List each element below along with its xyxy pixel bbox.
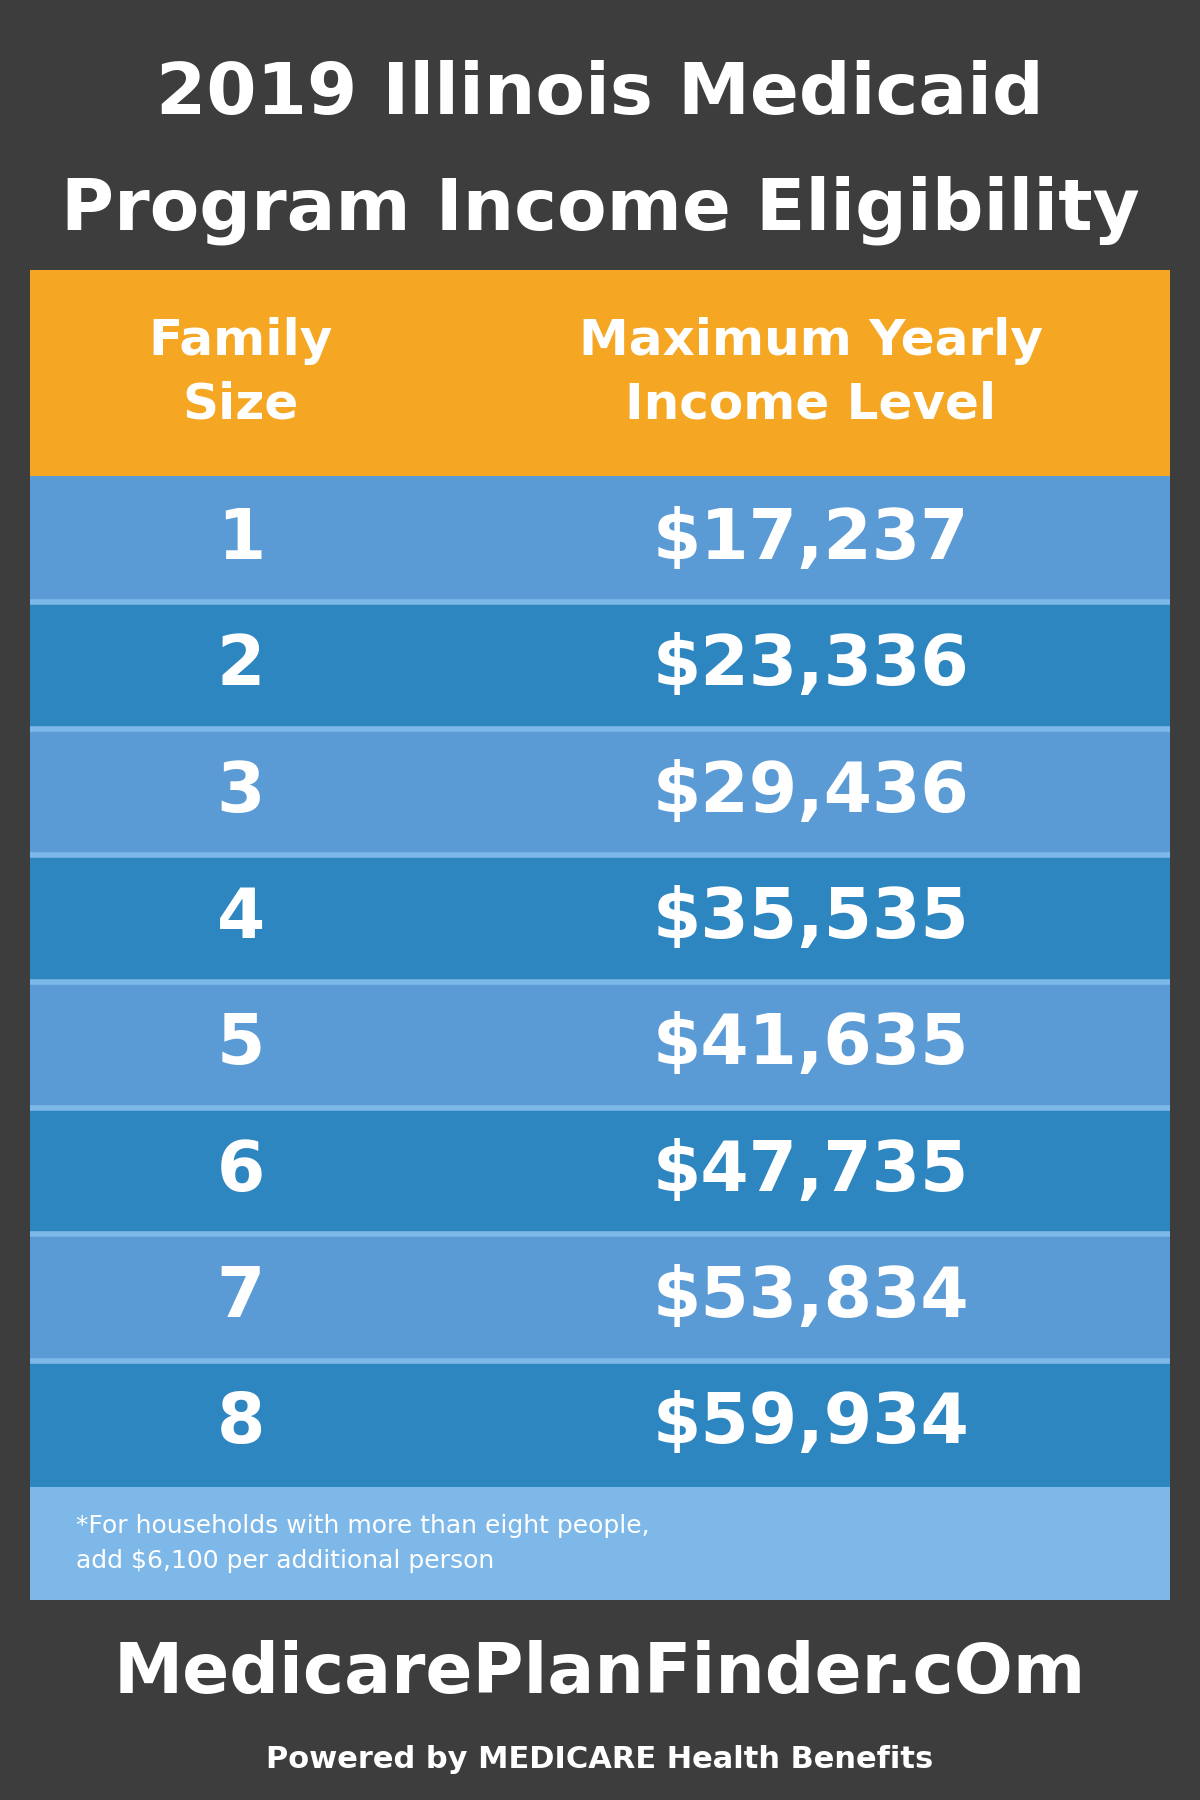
Text: $59,934: $59,934 [653, 1390, 970, 1458]
Text: 8: 8 [217, 1390, 265, 1458]
Text: $35,535: $35,535 [653, 886, 970, 952]
Text: $23,336: $23,336 [653, 632, 970, 698]
Text: *For households with more than eight people,
add $6,100 per additional person: *For households with more than eight peo… [76, 1514, 649, 1573]
Text: $29,436: $29,436 [653, 758, 970, 826]
Text: Program Income Eligibility: Program Income Eligibility [61, 176, 1139, 245]
Text: 6: 6 [217, 1138, 265, 1204]
Bar [30, 981, 1170, 1107]
Bar [30, 1235, 1170, 1361]
Text: $47,735: $47,735 [653, 1138, 970, 1204]
Bar [30, 270, 1170, 477]
Text: 1: 1 [217, 506, 265, 572]
Text: $53,834: $53,834 [653, 1264, 970, 1330]
Text: 4: 4 [217, 886, 265, 952]
Text: 2: 2 [217, 632, 265, 698]
Text: MedicarePlanFinder.cOm: MedicarePlanFinder.cOm [114, 1640, 1086, 1708]
Text: Family
Size: Family Size [149, 317, 334, 428]
Text: 3: 3 [217, 758, 265, 826]
Text: Maximum Yearly
Income Level: Maximum Yearly Income Level [578, 317, 1043, 428]
Text: $17,237: $17,237 [653, 506, 970, 572]
Bar [30, 1107, 1170, 1235]
Bar [30, 477, 1170, 603]
Bar [30, 855, 1170, 981]
Bar [30, 1487, 1170, 1600]
Text: 5: 5 [217, 1012, 265, 1078]
Bar [30, 603, 1170, 729]
Text: 7: 7 [217, 1264, 265, 1330]
Text: Powered by MEDICARE Health Benefits: Powered by MEDICARE Health Benefits [266, 1746, 934, 1775]
Bar [30, 729, 1170, 855]
Bar [30, 1361, 1170, 1487]
Text: 2019 Illinois Medicaid: 2019 Illinois Medicaid [156, 59, 1044, 130]
Text: $41,635: $41,635 [653, 1012, 970, 1078]
